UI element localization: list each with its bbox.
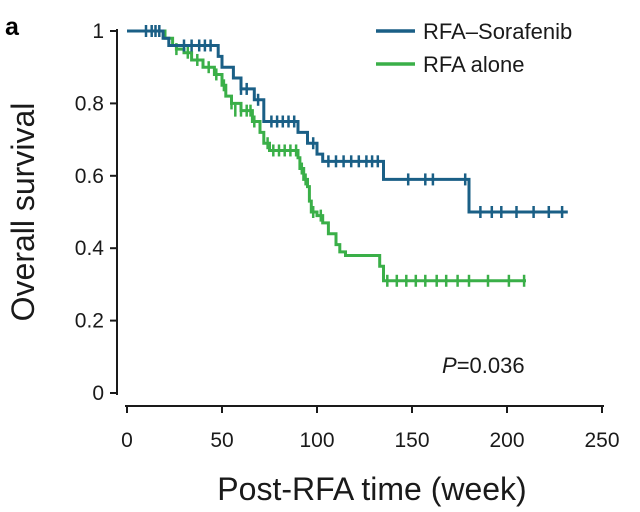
x-tick-label: 50 xyxy=(210,429,233,452)
panel-label: a xyxy=(5,13,20,41)
p-value-symbol: P xyxy=(442,353,457,378)
y-tick-label: 0 xyxy=(92,382,104,405)
plot-area xyxy=(127,25,568,287)
x-ticks: 0 50 100 150 200 250 xyxy=(121,406,620,452)
km-line-rfa-alone xyxy=(127,29,526,283)
y-tick-label: 0.2 xyxy=(75,310,104,333)
series-rfa-sorafenib xyxy=(127,25,568,218)
y-tick-label: 0.6 xyxy=(75,165,104,188)
y-tick-label: 0.8 xyxy=(75,92,104,115)
x-tick-label: 150 xyxy=(394,429,429,452)
x-tick-label: 250 xyxy=(584,429,619,452)
series-rfa-alone xyxy=(127,29,526,287)
legend-label-rfa-alone: RFA alone xyxy=(423,52,525,77)
legend-label-rfa-sorafenib: RFA–Sorafenib xyxy=(423,19,572,44)
y-axis-title: Overall survival xyxy=(5,103,41,322)
axes: 0 0.2 0.4 0.6 0.8 1 0 50 100 150 200 250 xyxy=(75,20,620,452)
p-value-number: =0.036 xyxy=(457,353,525,378)
p-value-annotation: P=0.036 xyxy=(442,353,525,378)
y-tick-label: 1 xyxy=(92,20,104,43)
x-tick-label: 0 xyxy=(121,429,133,452)
legend: RFA–Sorafenib RFA alone xyxy=(376,19,572,77)
y-tick-label: 0.4 xyxy=(75,237,105,260)
y-ticks: 0 0.2 0.4 0.6 0.8 1 xyxy=(75,20,117,405)
x-tick-label: 200 xyxy=(489,429,524,452)
x-axis-title: Post-RFA time (week) xyxy=(217,471,526,507)
x-tick-label: 100 xyxy=(299,429,334,452)
